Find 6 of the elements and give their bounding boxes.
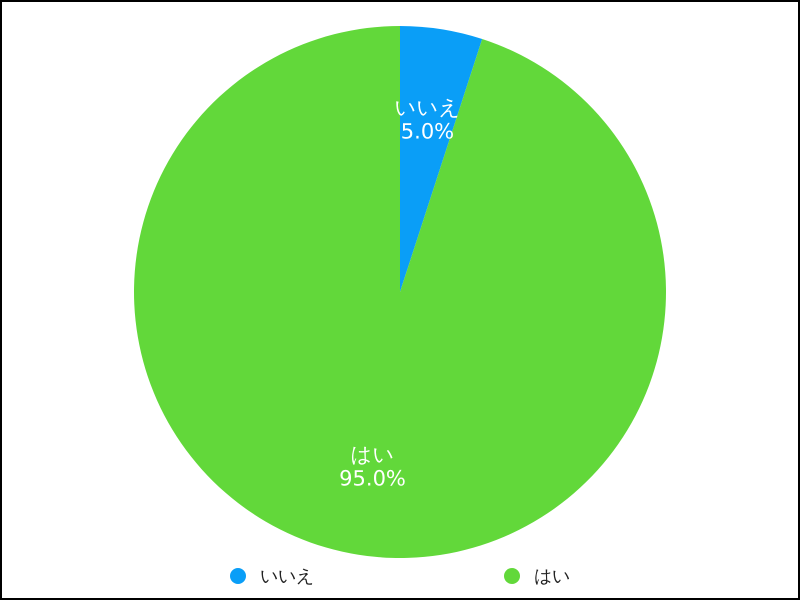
legend-label: いいえ [260, 565, 314, 588]
pie-slice [134, 26, 666, 558]
data-label: 5.0% [400, 120, 454, 144]
data-label: 95.0% [339, 466, 406, 490]
slice-label: はい [350, 442, 395, 466]
legend-label: はい [534, 565, 570, 588]
